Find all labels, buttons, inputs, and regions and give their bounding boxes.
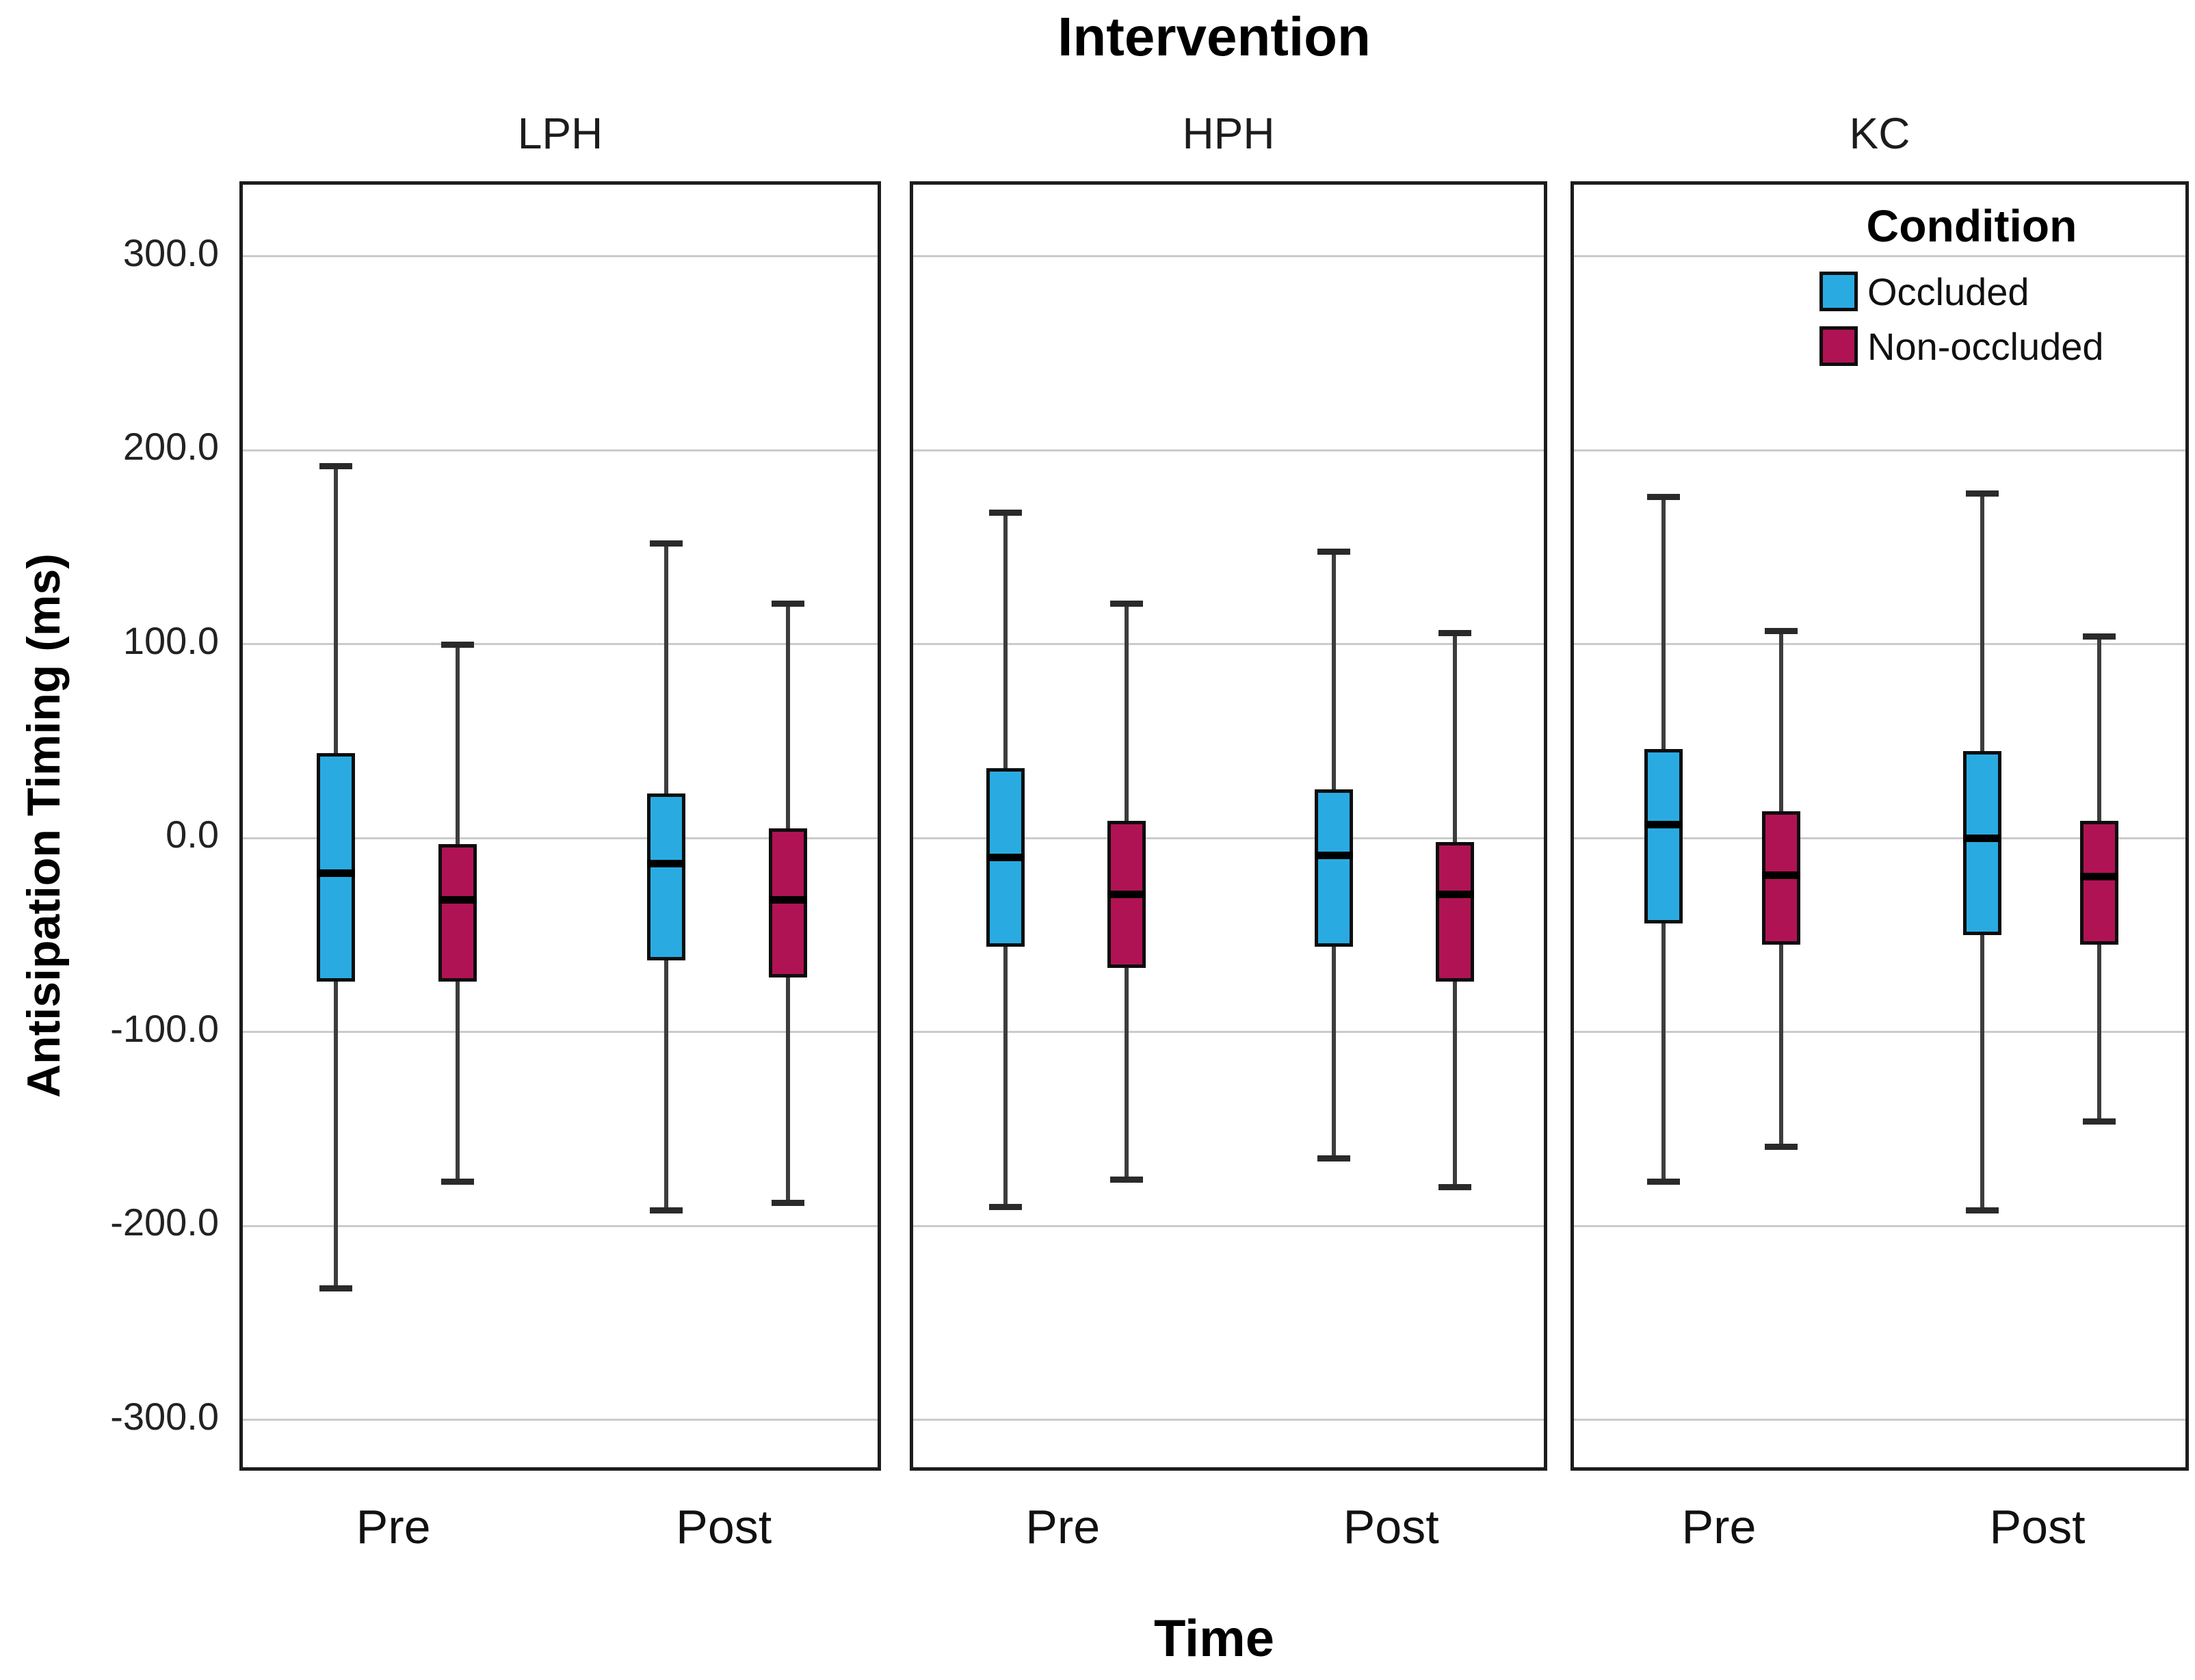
- whisker-cap-top: [441, 641, 475, 648]
- whisker-cap-bottom: [1110, 1177, 1144, 1183]
- legend-item-occluded: Occluded: [1785, 270, 2158, 313]
- gridline: [913, 1419, 1544, 1421]
- gridline: [913, 449, 1544, 451]
- gridline: [243, 1419, 878, 1421]
- y-tick-label: -200.0: [110, 1200, 219, 1244]
- whisker-cap-top: [1965, 490, 1999, 497]
- whisker-cap-top: [1110, 601, 1144, 607]
- legend: Condition Occluded Non-occluded: [1785, 200, 2158, 379]
- gridline: [1574, 1031, 2185, 1034]
- whisker-cap-bottom: [2083, 1118, 2116, 1125]
- y-tick-label: 100.0: [122, 618, 219, 662]
- median-line: [647, 859, 686, 867]
- facet-panel-lph: [239, 181, 881, 1471]
- whisker-cap-top: [989, 510, 1023, 516]
- box-post-non-occluded: [2080, 820, 2119, 945]
- gridline: [243, 837, 878, 839]
- gridline: [913, 1031, 1544, 1034]
- gridline: [1574, 643, 2185, 646]
- facet-label-kc: KC: [1849, 109, 1910, 158]
- whisker-cap-bottom: [1764, 1143, 1798, 1150]
- gridline: [913, 837, 1544, 839]
- x-tick-label-pre: Pre: [1025, 1500, 1101, 1553]
- non-occluded-color-swatch: [1819, 326, 1858, 366]
- gridline: [243, 1224, 878, 1227]
- facet-label-lph: LPH: [517, 109, 603, 158]
- whisker-cap-bottom: [650, 1207, 683, 1214]
- y-tick-label: -300.0: [110, 1394, 219, 1438]
- whisker-cap-bottom: [319, 1285, 352, 1291]
- median-line: [1761, 871, 1800, 879]
- whisker-cap-bottom: [772, 1200, 805, 1207]
- median-line: [1315, 852, 1354, 860]
- gridline: [1574, 1419, 2185, 1421]
- box-pre-non-occluded: [438, 843, 477, 982]
- box-post-non-occluded: [1436, 841, 1475, 982]
- facet-label-hph: HPH: [1182, 109, 1275, 158]
- whisker-cap-bottom: [1317, 1155, 1351, 1161]
- median-line: [317, 869, 355, 877]
- whisker-cap-top: [1764, 627, 1798, 634]
- x-tick-label-post: Post: [676, 1500, 772, 1553]
- whisker-cap-top: [2083, 633, 2116, 640]
- median-line: [986, 854, 1025, 862]
- box-post-occluded: [647, 793, 686, 960]
- y-tick-label: 300.0: [122, 231, 219, 274]
- gridline: [913, 255, 1544, 258]
- box-post-occluded: [1962, 750, 2001, 935]
- legend-item-label: Occluded: [1867, 270, 2029, 313]
- x-tick-label-pre: Pre: [1681, 1500, 1757, 1553]
- box-pre-occluded: [317, 752, 355, 982]
- x-tick-label-post: Post: [1343, 1500, 1439, 1553]
- legend-item-non-occluded: Non-occluded: [1785, 324, 2158, 368]
- whisker-cap-top: [319, 463, 352, 469]
- gridline: [1574, 837, 2185, 839]
- x-tick-label-pre: Pre: [356, 1500, 431, 1553]
- y-tick-label: 200.0: [122, 425, 219, 469]
- whisker-cap-top: [1317, 548, 1351, 555]
- x-axis-title: Time: [1153, 1610, 1274, 1668]
- median-line: [1107, 890, 1146, 898]
- chart-title: Intervention: [1057, 6, 1371, 67]
- box-post-occluded: [1315, 789, 1354, 947]
- gridline: [243, 1031, 878, 1034]
- whisker-cap-bottom: [1438, 1184, 1472, 1191]
- occluded-color-swatch: [1819, 272, 1858, 311]
- x-tick-label-post: Post: [1989, 1500, 2086, 1553]
- gridline: [1574, 255, 2185, 258]
- y-tick-label: 0.0: [166, 813, 219, 856]
- median-line: [438, 896, 477, 904]
- whisker-cap-top: [772, 601, 805, 607]
- box-pre-occluded: [1644, 748, 1683, 923]
- facet-panel-kc: [1570, 181, 2189, 1471]
- gridline: [913, 1224, 1544, 1227]
- legend-title: Condition: [1866, 200, 2077, 251]
- gridline: [913, 643, 1544, 646]
- median-line: [2080, 873, 2119, 881]
- median-line: [1436, 890, 1475, 898]
- gridline: [1574, 449, 2185, 451]
- whisker-cap-top: [650, 540, 683, 547]
- y-tick-label: -100.0: [110, 1006, 219, 1050]
- legend-item-label: Non-occluded: [1867, 324, 2104, 368]
- whisker-cap-top: [1647, 494, 1681, 501]
- gridline: [243, 255, 878, 258]
- whisker-cap-bottom: [1965, 1207, 1999, 1214]
- whisker-cap-bottom: [989, 1203, 1023, 1210]
- median-line: [769, 896, 808, 904]
- whisker-cap-top: [1438, 629, 1472, 636]
- gridline: [243, 449, 878, 451]
- whisker-cap-bottom: [441, 1178, 475, 1185]
- median-line: [1644, 820, 1683, 828]
- whisker-cap-bottom: [1647, 1178, 1681, 1185]
- median-line: [1962, 834, 2001, 842]
- facet-panel-hph: [910, 181, 1547, 1471]
- gridline: [243, 643, 878, 646]
- gridline: [1574, 1224, 2185, 1227]
